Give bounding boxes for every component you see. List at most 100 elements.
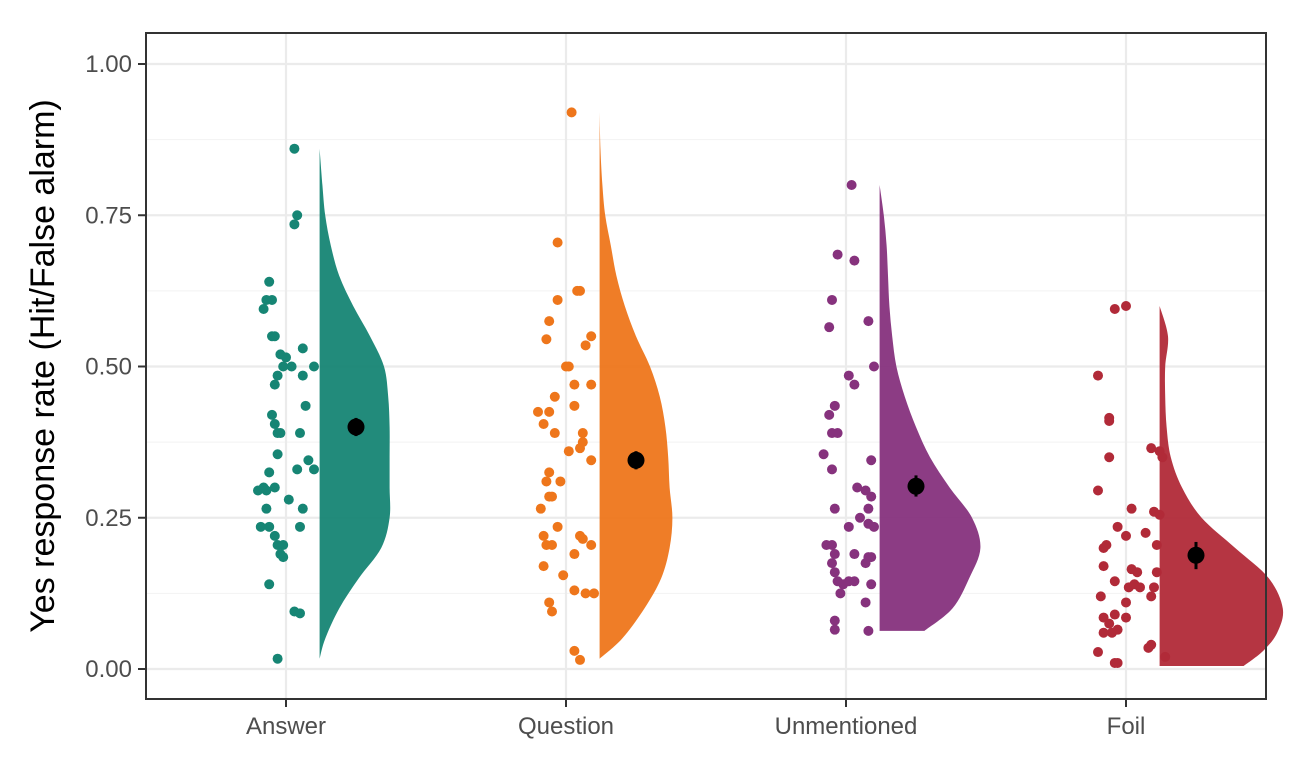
data-point [552, 237, 563, 248]
y-axis-title: Yes response rate (Hit/False alarm) [24, 99, 62, 633]
density-cloud-answer [319, 148, 391, 659]
data-point [533, 406, 543, 417]
data-point [538, 418, 549, 429]
data-point [863, 625, 874, 636]
data-point [269, 418, 280, 429]
data-point [1104, 618, 1115, 629]
x-axis: Answer Question Unmentioned Foil [246, 699, 1145, 740]
data-point [555, 476, 566, 487]
data-point [295, 521, 305, 532]
density-cloud-question [599, 112, 673, 659]
data-point [264, 521, 275, 532]
data-point [829, 624, 840, 635]
data-point [829, 615, 840, 626]
data-point [1109, 304, 1120, 315]
data-point [286, 361, 297, 372]
data-point [843, 370, 854, 381]
data-point [272, 653, 283, 664]
data-point [569, 379, 580, 390]
data-point [269, 530, 280, 541]
data-point [832, 428, 843, 439]
data-point [575, 443, 585, 454]
data-point [544, 491, 555, 502]
data-point [549, 391, 560, 402]
data-point [869, 361, 879, 372]
data-point [1107, 627, 1117, 638]
density-cloud-foil [1159, 306, 1284, 666]
data-point [544, 597, 555, 608]
data-point [1104, 452, 1115, 463]
data-point [544, 406, 555, 417]
jittered-points [253, 107, 1171, 668]
data-point [309, 361, 319, 372]
data-point [1140, 527, 1151, 538]
data-point [552, 521, 563, 532]
data-point [1151, 539, 1162, 550]
data-point [289, 219, 300, 230]
data-point [866, 579, 877, 590]
data-point [860, 558, 871, 569]
data-point [1109, 576, 1120, 587]
data-point [269, 379, 280, 390]
data-point [275, 428, 286, 439]
mean-point [1187, 546, 1205, 564]
data-point [544, 467, 555, 478]
data-point [849, 379, 860, 390]
data-point [569, 400, 580, 411]
mean-point [347, 418, 365, 436]
data-point [1121, 530, 1131, 541]
data-point [1132, 567, 1143, 578]
data-point [1121, 597, 1131, 608]
data-point [866, 455, 877, 466]
data-point [253, 485, 263, 496]
data-point [264, 579, 275, 590]
data-point [258, 304, 269, 315]
mean-point [907, 477, 925, 495]
data-point [1098, 543, 1109, 553]
data-point [267, 294, 277, 305]
y-tick-label: 0.25 [85, 505, 132, 532]
data-point [575, 285, 585, 296]
data-point [552, 294, 563, 305]
data-point [547, 539, 557, 550]
data-point [535, 503, 546, 514]
data-point [1121, 301, 1131, 311]
data-point [297, 343, 308, 354]
data-point [1093, 647, 1103, 658]
data-point [843, 521, 854, 532]
data-point [1146, 443, 1157, 454]
data-point [1112, 657, 1123, 668]
data-point [866, 491, 877, 502]
x-tick-label: Foil [1107, 713, 1146, 740]
data-point [292, 210, 303, 221]
data-point [829, 549, 840, 560]
data-point [309, 464, 319, 475]
data-point [1109, 609, 1120, 620]
data-point [549, 428, 560, 439]
x-tick-label: Answer [246, 713, 326, 740]
data-point [289, 143, 300, 154]
data-point [272, 370, 283, 381]
data-point [1098, 561, 1109, 572]
data-point [1157, 452, 1168, 463]
data-point [297, 370, 308, 381]
data-point [538, 561, 549, 572]
data-point [849, 576, 860, 587]
data-point [586, 379, 597, 390]
mean-point [627, 451, 645, 469]
data-point [569, 549, 580, 560]
y-tick-label: 0.00 [85, 656, 132, 683]
data-point [261, 485, 272, 496]
data-point [575, 654, 585, 665]
data-point [295, 608, 305, 619]
density-cloud-unmentioned [879, 185, 981, 631]
data-point [846, 180, 857, 190]
data-point [272, 449, 283, 460]
data-point [547, 606, 557, 617]
data-point [300, 400, 311, 411]
data-point [303, 455, 314, 466]
data-point [541, 334, 552, 345]
data-point [586, 331, 597, 342]
data-point [818, 449, 829, 460]
